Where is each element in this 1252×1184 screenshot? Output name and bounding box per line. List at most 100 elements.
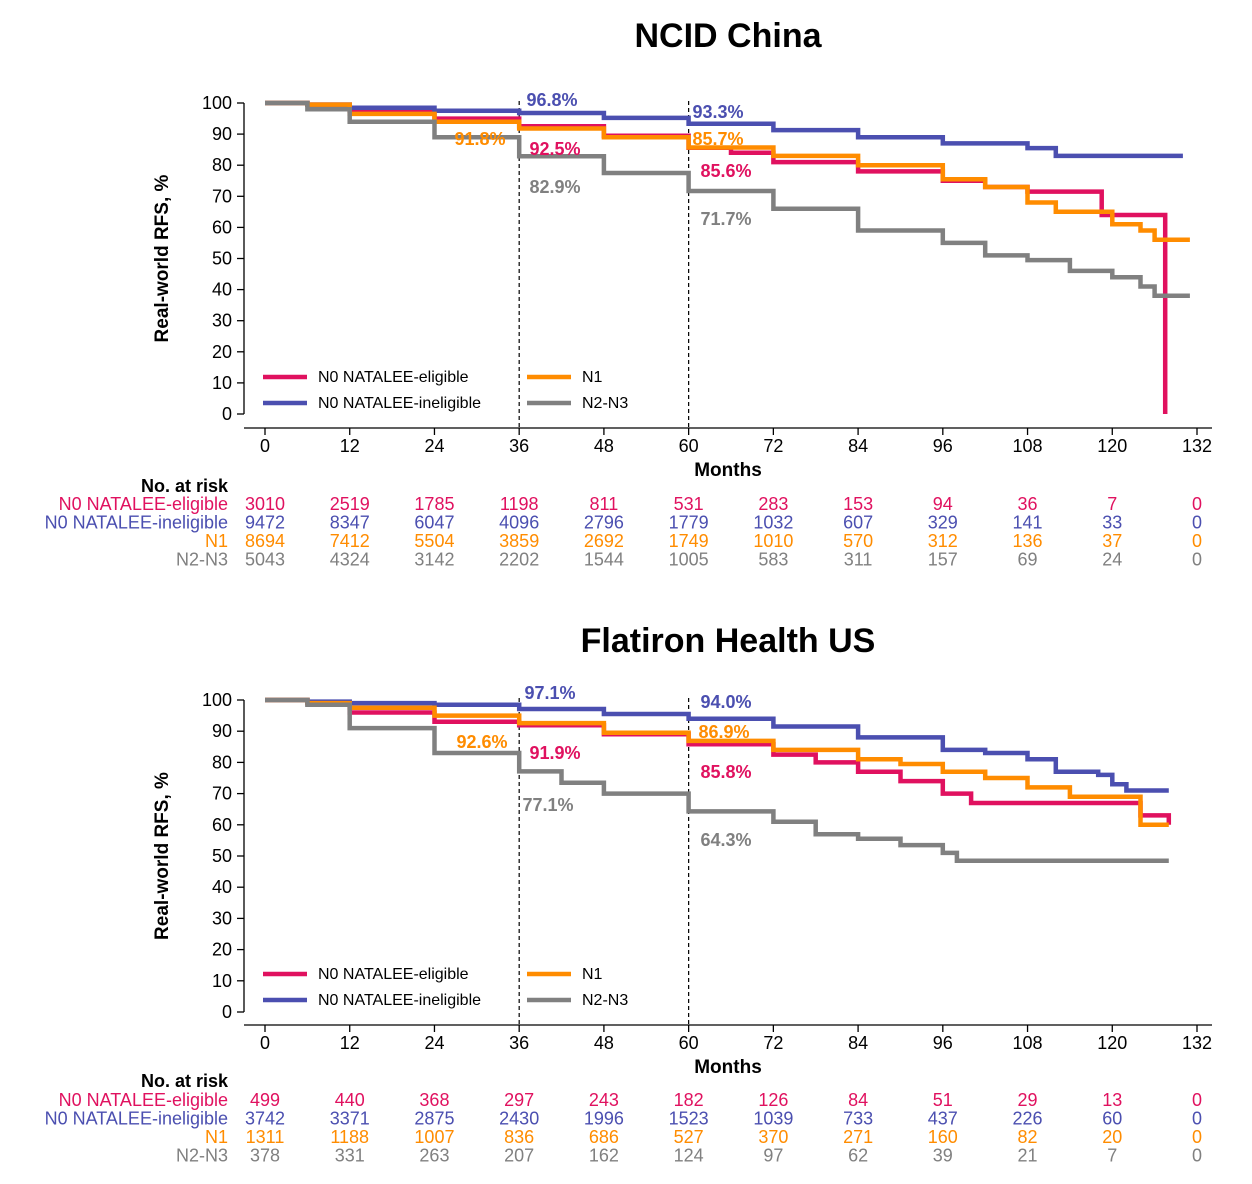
rfs-annotation: 85.7% [692,129,743,149]
y-tick-label: 40 [212,877,232,897]
risk-cell: 1544 [584,550,624,570]
x-tick-label: 12 [340,436,360,456]
y-tick-label: 70 [212,186,232,206]
risk-cell: 153 [843,494,873,514]
risk-cell: 499 [250,1090,280,1110]
y-tick-label: 0 [222,404,232,424]
rfs-annotation: 86.9% [698,722,749,742]
risk-cell: 1188 [330,1127,369,1147]
km-panel-1: NCID China0102030405060708090100Real-wor… [45,17,1212,570]
rfs-annotation: 92.5% [529,139,580,159]
risk-cell: 6047 [414,513,454,533]
y-tick-label: 80 [212,752,232,772]
risk-cell: 1032 [753,513,793,533]
risk-cell: 1039 [753,1109,793,1129]
x-tick-label: 24 [424,1033,444,1053]
km-panel-2: Flatiron Health US0102030405060708090100… [45,622,1212,1166]
x-tick-label: 84 [848,436,868,456]
y-tick-label: 30 [212,311,232,331]
x-tick-label: 0 [260,1033,270,1053]
x-tick-label: 48 [594,436,614,456]
risk-cell: 29 [1018,1090,1038,1110]
x-tick-label: 132 [1182,1033,1212,1053]
y-tick-label: 10 [212,373,232,393]
risk-cell: 4324 [330,550,370,570]
risk-row-label: N0 NATALEE-ineligible [45,513,228,533]
series-line-n0-natalee-ineligible [265,697,1169,793]
risk-cell: 1523 [669,1109,709,1129]
risk-cell: 0 [1192,1109,1202,1129]
risk-cell: 21 [1018,1146,1038,1166]
risk-cell: 39 [933,1146,953,1166]
y-axis-label: Real-world RFS, % [152,772,173,940]
risk-cell: 207 [504,1146,534,1166]
risk-cell: 1010 [753,531,793,551]
risk-cell: 370 [758,1127,788,1147]
risk-cell: 136 [1013,531,1043,551]
risk-cell: 437 [928,1109,958,1129]
risk-row-label: N1 [205,1127,228,1147]
risk-cell: 311 [844,550,873,570]
risk-cell: 607 [843,513,873,533]
risk-cell: 94 [933,494,953,514]
x-axis-label: Months [694,1057,762,1078]
y-tick-label: 60 [212,217,232,237]
risk-row-label: N0 NATALEE-eligible [59,1090,228,1110]
rfs-annotation: 64.3% [700,830,751,850]
risk-cell: 124 [674,1146,704,1166]
risk-cell: 1749 [669,531,709,551]
x-tick-label: 96 [933,1033,953,1053]
risk-cell: 8694 [245,531,285,551]
y-tick-label: 0 [222,1002,232,1022]
risk-cell: 2430 [499,1109,539,1129]
rfs-annotation: 91.9% [529,743,580,763]
series-line-n1 [265,697,1169,828]
x-tick-label: 132 [1182,436,1212,456]
risk-cell: 51 [933,1090,953,1110]
risk-cell: 263 [419,1146,449,1166]
risk-cell: 1996 [584,1109,624,1129]
risk-cell: 271 [843,1127,873,1147]
risk-cell: 182 [674,1090,704,1110]
x-tick-label: 108 [1013,436,1043,456]
risk-cell: 36 [1018,494,1038,514]
y-tick-label: 90 [212,721,232,741]
risk-cell: 3742 [245,1109,285,1129]
risk-cell: 3371 [330,1109,370,1129]
y-tick-label: 20 [212,940,232,960]
x-tick-label: 96 [933,436,953,456]
risk-cell: 243 [589,1090,619,1110]
risk-cell: 13 [1102,1090,1122,1110]
x-tick-label: 36 [509,1033,529,1053]
x-tick-label: 108 [1013,1033,1043,1053]
y-tick-label: 80 [212,155,232,175]
risk-cell: 836 [504,1127,534,1147]
risk-cell: 97 [763,1146,783,1166]
x-tick-label: 72 [763,1033,783,1053]
risk-cell: 0 [1192,1090,1202,1110]
y-tick-label: 100 [202,93,232,113]
risk-cell: 160 [928,1127,958,1147]
risk-cell: 62 [848,1146,868,1166]
rfs-annotation: 92.6% [456,732,507,752]
risk-cell: 0 [1192,1146,1202,1166]
risk-cell: 82 [1018,1127,1038,1147]
risk-cell: 0 [1192,494,1202,514]
risk-cell: 0 [1192,531,1202,551]
risk-cell: 162 [589,1146,619,1166]
risk-cell: 570 [843,531,873,551]
risk-cell: 531 [674,494,704,514]
risk-cell: 283 [758,494,788,514]
rfs-annotation: 85.6% [700,161,751,181]
x-tick-label: 0 [260,436,270,456]
risk-cell: 5504 [414,531,454,551]
risk-cell: 9472 [245,513,285,533]
risk-cell: 297 [504,1090,534,1110]
risk-cell: 368 [419,1090,449,1110]
risk-row-label: N2-N3 [176,550,228,570]
rfs-annotation: 91.8% [454,129,505,149]
risk-cell: 3142 [414,550,454,570]
y-tick-label: 100 [202,690,232,710]
x-axis-label: Months [694,460,762,481]
